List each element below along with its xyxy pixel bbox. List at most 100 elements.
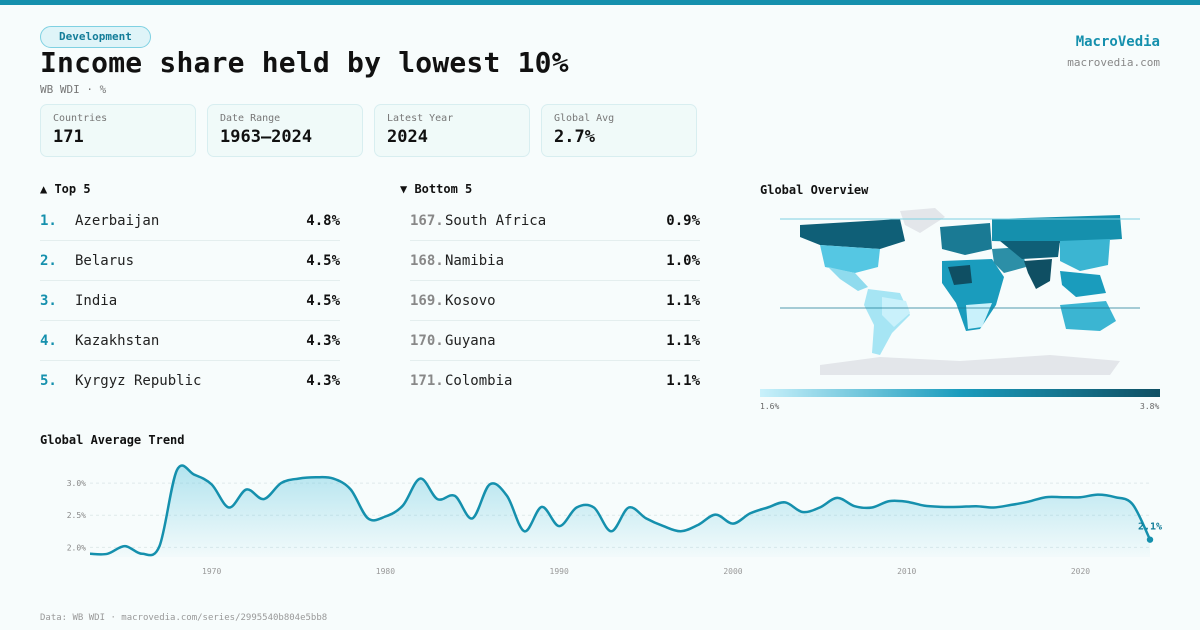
trend-last-label: 2.1% [1138, 522, 1162, 533]
map-region-europe[interactable] [940, 223, 992, 255]
map-region-canada[interactable] [800, 219, 905, 249]
country-value: 4.5% [306, 252, 340, 269]
country-value: 4.3% [306, 332, 340, 349]
bottom5-heading: ▼ Bottom 5 [400, 182, 473, 196]
map-region-south-asia[interactable] [1024, 259, 1052, 289]
footer-source: Data: WB WDI · macrovedia.com/series/299… [40, 613, 328, 623]
list-item[interactable]: 167. South Africa 0.9% [410, 201, 700, 241]
country-name: Guyana [445, 332, 496, 349]
bottom5-list: 167. South Africa 0.9% 168. Namibia 1.0%… [410, 201, 700, 401]
stat-card-countries: Countries 171 [40, 104, 196, 157]
page-title: Income share held by lowest 10% [40, 46, 569, 79]
stat-value: 2024 [387, 127, 428, 147]
trend-line [89, 464, 1152, 557]
trend-area [90, 465, 1150, 557]
y-tick-label: 3.0% [67, 479, 86, 488]
map-region-central-asia[interactable] [1000, 241, 1060, 259]
x-tick-label: 2000 [723, 567, 742, 576]
x-tick-label: 1990 [550, 567, 569, 576]
brand-block: MacroVedia macrovedia.com [1067, 34, 1160, 69]
scale-max-label: 3.8% [1140, 402, 1160, 411]
map-region-brazil[interactable] [882, 297, 910, 327]
list-item[interactable]: 170. Guyana 1.1% [410, 321, 700, 361]
list-item[interactable]: 4. Kazakhstan 4.3% [40, 321, 340, 361]
x-tick-label: 1970 [202, 567, 221, 576]
country-value: 1.1% [666, 332, 700, 349]
map-region-russia[interactable] [992, 215, 1122, 243]
stat-label: Countries [53, 113, 108, 124]
rank-number: 2. [40, 252, 57, 269]
list-item[interactable]: 171. Colombia 1.1% [410, 361, 700, 401]
top-accent-bar [0, 0, 1200, 5]
map-color-scale [760, 389, 1160, 397]
y-tick-label: 2.0% [67, 543, 86, 552]
country-value: 4.8% [306, 212, 340, 229]
list-item[interactable]: 169. Kosovo 1.1% [410, 281, 700, 321]
stat-value: 171 [53, 127, 84, 147]
country-value: 0.9% [666, 212, 700, 229]
trend-title: Global Average Trend [40, 433, 185, 447]
list-item[interactable]: 5. Kyrgyz Republic 4.3% [40, 361, 340, 401]
map-region-usa[interactable] [820, 245, 880, 273]
stat-label: Global Avg [554, 113, 615, 124]
rank-number: 171. [410, 373, 444, 389]
stat-label: Date Range [220, 113, 281, 124]
country-name: Colombia [445, 373, 513, 389]
map-region-mexico[interactable] [828, 267, 868, 291]
map-region-southeast-asia[interactable] [1060, 271, 1106, 297]
list-item[interactable]: 1. Azerbaijan 4.8% [40, 201, 340, 241]
rank-number: 3. [40, 292, 57, 309]
country-value: 1.1% [666, 373, 700, 389]
rank-number: 170. [410, 332, 444, 349]
x-tick-label: 2010 [897, 567, 916, 576]
list-item[interactable]: 168. Namibia 1.0% [410, 241, 700, 281]
map-region-greenland [900, 208, 945, 233]
stat-card-date-range: Date Range 1963–2024 [207, 104, 363, 157]
list-item[interactable]: 3. India 4.5% [40, 281, 340, 321]
country-name: India [75, 292, 118, 309]
country-value: 4.3% [306, 373, 340, 389]
scale-min-label: 1.6% [760, 402, 780, 411]
map-region-central-africa[interactable] [948, 265, 972, 285]
top5-list: 1. Azerbaijan 4.8% 2. Belarus 4.5% 3. In… [40, 201, 340, 401]
rank-number: 5. [40, 373, 57, 389]
map-region-australia[interactable] [1060, 301, 1116, 331]
rank-number: 1. [40, 212, 57, 229]
rank-number: 4. [40, 332, 57, 349]
country-name: South Africa [445, 212, 547, 229]
world-choropleth-map[interactable] [760, 205, 1160, 385]
rank-number: 169. [410, 292, 444, 309]
page-subtitle: WB WDI · % [40, 83, 107, 96]
rank-number: 168. [410, 252, 444, 269]
country-name: Kazakhstan [75, 332, 160, 349]
category-badge[interactable]: Development [40, 26, 151, 48]
stat-label: Latest Year [387, 113, 454, 124]
country-name: Kyrgyz Republic [75, 373, 202, 389]
y-tick-label: 2.5% [67, 511, 86, 520]
map-title: Global Overview [760, 183, 869, 197]
country-name: Namibia [445, 252, 505, 269]
map-region-antarctica [820, 355, 1120, 375]
country-value: 1.1% [666, 292, 700, 309]
country-name: Kosovo [445, 292, 496, 309]
stat-value: 1963–2024 [220, 127, 313, 147]
stat-value: 2.7% [554, 127, 595, 147]
country-name: Azerbaijan [75, 212, 160, 229]
x-tick-label: 2020 [1071, 567, 1090, 576]
top5-heading: ▲ Top 5 [40, 182, 91, 196]
stat-card-latest-year: Latest Year 2024 [374, 104, 530, 157]
trend-last-point[interactable] [1146, 536, 1154, 543]
list-item[interactable]: 2. Belarus 4.5% [40, 241, 340, 281]
map-region-east-asia[interactable] [1060, 239, 1110, 271]
country-name: Belarus [75, 252, 135, 269]
brand-url[interactable]: macrovedia.com [1067, 56, 1160, 69]
country-value: 1.0% [666, 252, 700, 269]
country-value: 4.5% [306, 292, 340, 309]
map-region-southern-africa[interactable] [966, 303, 992, 329]
stats-row: Countries 171 Date Range 1963–2024 Lates… [40, 104, 697, 157]
stat-card-global-avg: Global Avg 2.7% [541, 104, 697, 157]
x-tick-label: 1980 [376, 567, 395, 576]
trend-chart[interactable]: 2.0% 2.5% 3.0% 1970 1980 1990 2000 2010 2020 2.1… [0, 455, 1200, 585]
brand-name[interactable]: MacroVedia [1075, 34, 1160, 50]
rank-number: 167. [410, 212, 444, 229]
